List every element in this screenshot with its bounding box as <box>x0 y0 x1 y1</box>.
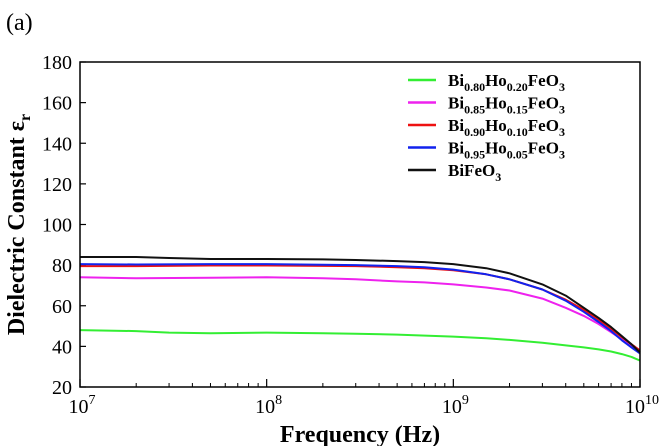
panel-label: (a) <box>6 10 33 36</box>
y-tick-label: 60 <box>52 296 72 318</box>
legend-label: BiFeO3 <box>448 161 501 184</box>
x-tick-label: 107 <box>69 393 96 418</box>
y-axis-title: Dielectric Constant εr <box>4 114 34 335</box>
y-axis-symbol: ε <box>4 121 30 131</box>
y-tick-label: 100 <box>42 215 72 237</box>
plot-frame <box>79 61 641 388</box>
y-tick-label: 80 <box>52 255 72 277</box>
y-axis-title-text: Dielectric Constant <box>4 137 30 335</box>
series-line <box>79 329 641 362</box>
legend-label: Bi0.80Ho0.20FeO3 <box>448 71 565 94</box>
y-tick-label: 120 <box>42 174 72 196</box>
x-tick-label: 108 <box>255 393 282 418</box>
x-tick-label: 1010 <box>625 393 659 418</box>
y-tick-label: 40 <box>52 336 72 358</box>
y-tick-label: 180 <box>42 52 72 74</box>
y-axis-symbol-sub: r <box>17 114 34 121</box>
series-line <box>79 263 641 355</box>
y-axis-ticks: 20 40 60 80 100 120 140 160 180 <box>42 52 86 399</box>
legend: Bi0.80Ho0.20FeO3Bi0.85Ho0.15FeO3Bi0.90Ho… <box>408 71 565 184</box>
series-line <box>80 256 641 354</box>
y-tick-label: 140 <box>42 133 72 155</box>
x-tick-label: 109 <box>442 393 469 418</box>
series-line <box>79 276 641 354</box>
legend-label: Bi0.85Ho0.15FeO3 <box>448 94 565 117</box>
legend-label: Bi0.90Ho0.10FeO3 <box>448 116 565 139</box>
x-axis-ticks: 107 108 109 1010 <box>69 379 659 418</box>
x-axis-title: Frequency (Hz) <box>280 422 440 446</box>
legend-label: Bi0.95Ho0.05FeO3 <box>448 139 565 162</box>
series-layer <box>79 256 641 362</box>
y-tick-label: 160 <box>42 93 72 115</box>
y-tick-label: 20 <box>52 377 72 399</box>
